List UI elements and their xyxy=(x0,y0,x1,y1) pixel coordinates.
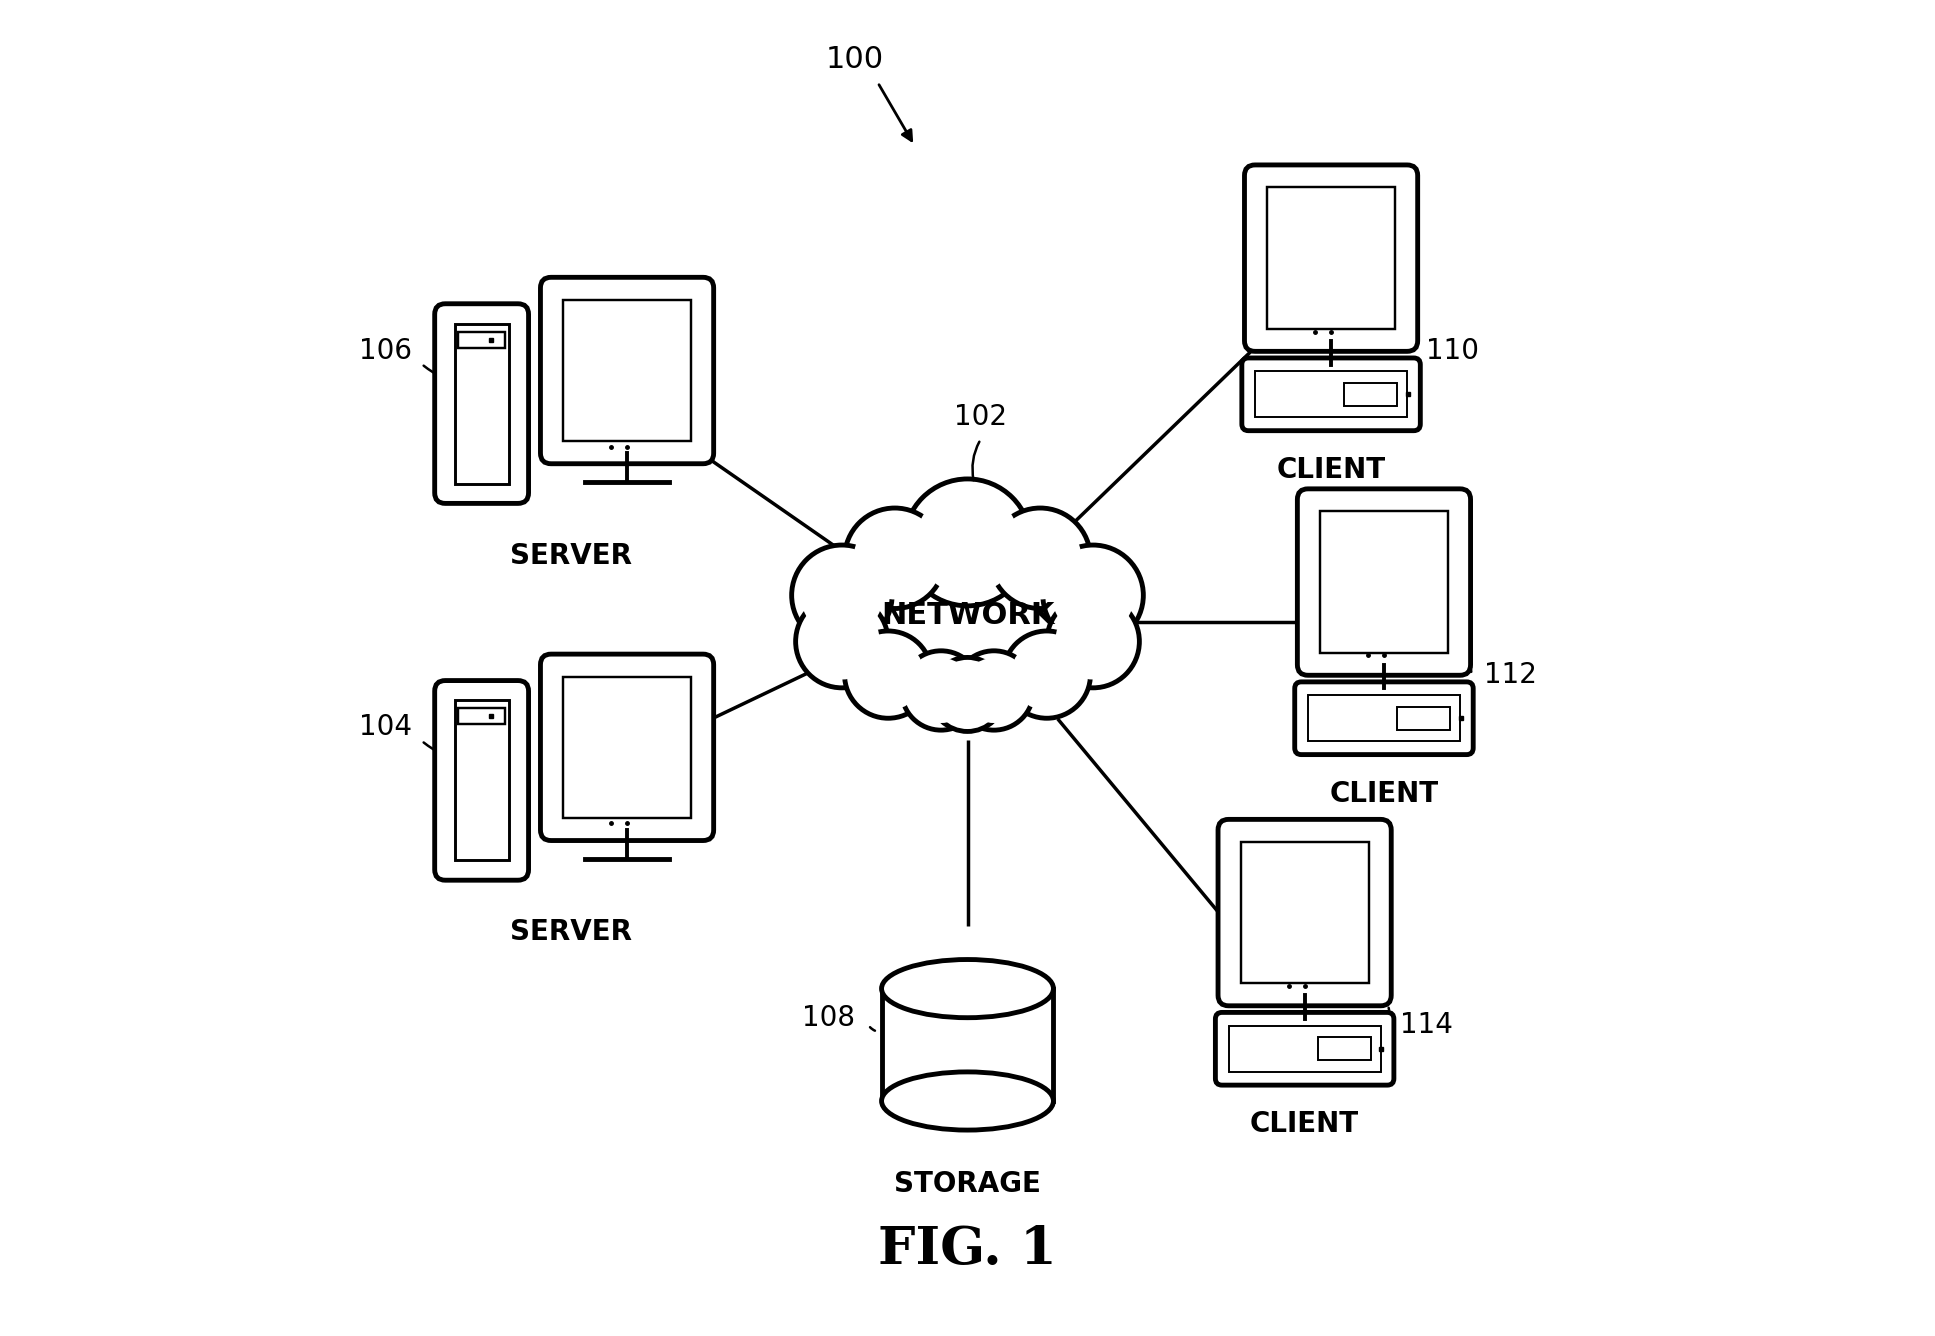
Circle shape xyxy=(1053,554,1134,636)
Text: SERVER: SERVER xyxy=(509,541,633,569)
Text: SERVER: SERVER xyxy=(509,918,633,946)
Bar xyxy=(563,299,691,441)
Text: 102: 102 xyxy=(954,402,1008,430)
Bar xyxy=(1229,1026,1382,1071)
Circle shape xyxy=(937,664,998,725)
Bar xyxy=(1345,383,1397,406)
Circle shape xyxy=(991,508,1091,608)
Circle shape xyxy=(998,517,1082,600)
Circle shape xyxy=(915,490,1020,595)
FancyBboxPatch shape xyxy=(1296,489,1471,675)
Circle shape xyxy=(1055,604,1132,680)
Ellipse shape xyxy=(882,1071,1053,1130)
Circle shape xyxy=(909,657,973,723)
Bar xyxy=(1318,1038,1370,1059)
Circle shape xyxy=(791,545,892,645)
FancyBboxPatch shape xyxy=(435,680,528,880)
FancyBboxPatch shape xyxy=(1242,358,1420,430)
FancyBboxPatch shape xyxy=(1217,819,1391,1006)
Circle shape xyxy=(954,651,1033,731)
Circle shape xyxy=(1002,631,1091,719)
FancyBboxPatch shape xyxy=(435,303,528,504)
Bar xyxy=(459,331,505,347)
Ellipse shape xyxy=(882,959,1053,1018)
Text: 106: 106 xyxy=(360,337,412,365)
FancyBboxPatch shape xyxy=(1244,164,1418,351)
Text: FIG. 1: FIG. 1 xyxy=(878,1224,1057,1276)
Circle shape xyxy=(931,657,1004,732)
Bar xyxy=(1320,512,1447,653)
Circle shape xyxy=(844,508,944,608)
Bar xyxy=(1256,371,1407,417)
Text: 114: 114 xyxy=(1399,1011,1453,1039)
Circle shape xyxy=(902,651,981,731)
Circle shape xyxy=(1043,545,1144,645)
Bar xyxy=(455,700,509,860)
Text: CLIENT: CLIENT xyxy=(1277,456,1385,484)
Circle shape xyxy=(853,517,937,600)
Text: 104: 104 xyxy=(360,713,412,741)
FancyBboxPatch shape xyxy=(1295,681,1473,755)
Bar xyxy=(1267,187,1395,329)
Text: 112: 112 xyxy=(1484,660,1536,688)
Circle shape xyxy=(801,554,882,636)
Text: 108: 108 xyxy=(803,1005,855,1033)
Bar xyxy=(563,676,691,818)
FancyBboxPatch shape xyxy=(540,655,714,840)
Circle shape xyxy=(853,639,923,711)
Circle shape xyxy=(803,604,880,680)
FancyBboxPatch shape xyxy=(1215,1013,1393,1085)
Text: CLIENT: CLIENT xyxy=(1250,1110,1358,1138)
Circle shape xyxy=(1047,596,1140,688)
Circle shape xyxy=(904,478,1031,605)
Circle shape xyxy=(795,596,888,688)
Bar xyxy=(1240,842,1368,983)
Text: CLIENT: CLIENT xyxy=(1329,780,1438,807)
Bar xyxy=(459,708,505,724)
Text: NETWORK: NETWORK xyxy=(880,601,1055,629)
Text: 100: 100 xyxy=(826,45,884,75)
Circle shape xyxy=(844,631,933,719)
Bar xyxy=(1397,707,1449,729)
Text: STORAGE: STORAGE xyxy=(894,1169,1041,1197)
Bar xyxy=(455,323,509,484)
Text: 110: 110 xyxy=(1426,337,1478,365)
FancyBboxPatch shape xyxy=(540,278,714,464)
Circle shape xyxy=(962,657,1026,723)
Bar xyxy=(1308,695,1461,741)
Circle shape xyxy=(1012,639,1082,711)
Polygon shape xyxy=(882,989,1053,1101)
